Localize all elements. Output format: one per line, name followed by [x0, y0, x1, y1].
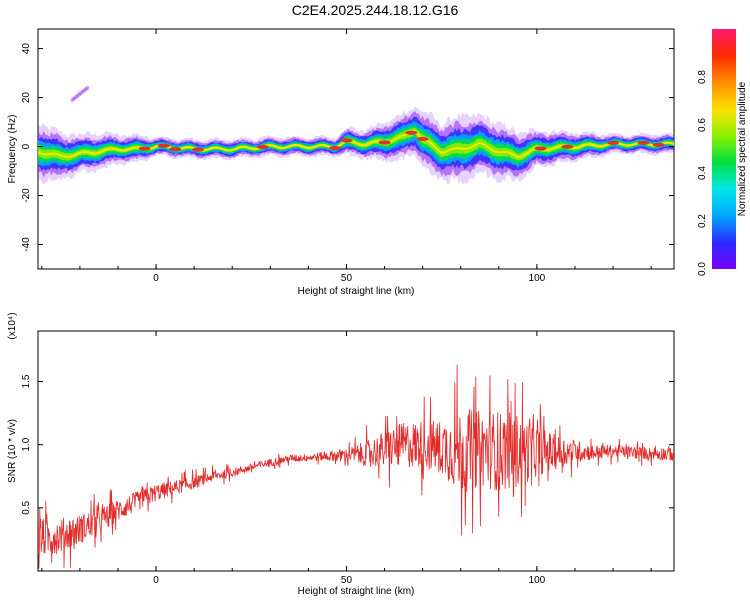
spectrogram-band [38, 85, 674, 186]
snr-panel: 0 50 100 0.5 1.0 1.5 (x10⁴) Height of straig… [7, 312, 675, 597]
spectrogram-hot-spot [157, 143, 170, 148]
x-tick-label: 50 [341, 273, 353, 284]
spectrogram-y-ticks: -40 -20 0 20 40 [21, 43, 674, 252]
spectrogram-hot-spot [329, 146, 342, 151]
colorbar-ticks: 0.0 0.2 0.4 0.6 0.8 [697, 70, 708, 276]
colorbar-label: Normalized spectral amplitude [737, 81, 748, 216]
spectrogram-secondary-feature [83, 87, 88, 92]
snr-y-axis-label: SNR (10 * v/v) [7, 419, 18, 483]
spectrogram-hot-spot [652, 142, 665, 147]
spectrogram-secondary-feature [80, 89, 85, 94]
y-tick-label: 0.5 [21, 500, 32, 514]
spectrogram-hot-spot [561, 144, 574, 149]
spectrogram-hot-spot [191, 147, 204, 152]
spectrogram-panel: 0 50 100 -40 -20 0 20 40 Height of straight li… [7, 28, 675, 297]
colorbar-gradient [712, 29, 736, 269]
colorbar: 0.0 0.2 0.4 0.6 0.8 Normalized spectral ampl… [697, 29, 748, 276]
spectrogram-secondary-feature [75, 93, 80, 98]
page-title: C2E4.2025.244.18.12.G16 [291, 2, 459, 18]
spectrogram-hot-spot [405, 130, 418, 135]
y-tick-label: 0 [21, 143, 32, 149]
spectrogram-hot-spot [138, 146, 151, 151]
snr-series-line [38, 364, 674, 569]
y-tick-label: -20 [21, 188, 32, 203]
spectrogram-hot-spot [534, 146, 547, 151]
y-tick-label: 20 [21, 92, 32, 104]
spectrogram-secondary-feature [71, 96, 76, 101]
colorbar-tick-label: 0.2 [697, 214, 708, 228]
colorbar-tick-label: 0.4 [697, 166, 708, 180]
spectrogram-hot-spot [340, 138, 353, 143]
spectrogram-secondary-feature [78, 91, 83, 96]
snr-x-ticks: 0 50 100 [41, 331, 652, 586]
y-tick-label: 1.5 [21, 374, 32, 388]
snr-y-ticks: 0.5 1.0 1.5 [21, 374, 674, 515]
spectrogram-secondary-feature [77, 92, 82, 97]
spectrogram-x-axis-label: Height of straight line (km) [298, 286, 415, 297]
spectrogram-y-axis-label: Frequency (Hz) [7, 115, 18, 184]
snr-x-axis-label: Height of straight line (km) [298, 586, 415, 597]
spectrogram-secondary-feature [85, 85, 90, 90]
x-tick-label: 100 [529, 575, 546, 586]
y-tick-label: -40 [21, 237, 32, 252]
spectrogram-hot-spot [416, 136, 429, 141]
colorbar-tick-label: 0.0 [697, 262, 708, 276]
spectrogram-hot-spot [378, 140, 391, 145]
spectrogram-hot-spot [169, 147, 182, 152]
spectrogram-hot-spot [256, 144, 269, 149]
x-tick-label: 100 [529, 273, 546, 284]
spectrogram-secondary-feature [73, 95, 78, 100]
spectrogram-x-ticks: 0 50 100 [41, 29, 652, 284]
x-tick-label: 0 [153, 575, 159, 586]
spectrogram-hot-spot [607, 140, 620, 145]
spectrogram-secondary-feature [82, 88, 87, 93]
colorbar-tick-label: 0.8 [697, 70, 708, 84]
colorbar-tick-label: 0.6 [697, 118, 708, 132]
x-tick-label: 0 [153, 273, 159, 284]
spectrogram-hot-spot [637, 140, 650, 145]
y-tick-label: 1.0 [21, 437, 32, 451]
spectrogram-secondary-feature [70, 98, 75, 103]
y-tick-label: 40 [21, 43, 32, 55]
x-tick-label: 50 [341, 575, 353, 586]
snr-multiplier-label: (x10⁴) [7, 312, 18, 339]
